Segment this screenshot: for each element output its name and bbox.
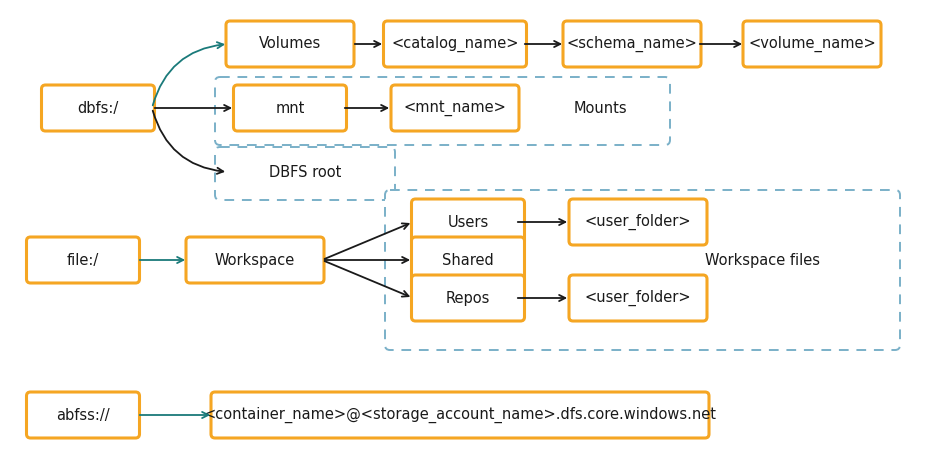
Text: abfss://: abfss:// xyxy=(56,408,110,422)
FancyBboxPatch shape xyxy=(391,85,519,131)
Text: <catalog_name>: <catalog_name> xyxy=(391,36,518,52)
Text: <schema_name>: <schema_name> xyxy=(566,36,697,52)
FancyBboxPatch shape xyxy=(214,147,394,200)
Text: mnt: mnt xyxy=(275,100,304,115)
FancyBboxPatch shape xyxy=(214,77,669,145)
Text: <user_folder>: <user_folder> xyxy=(584,214,690,230)
FancyBboxPatch shape xyxy=(568,275,706,321)
Text: Workspace: Workspace xyxy=(214,253,295,268)
FancyBboxPatch shape xyxy=(411,237,524,283)
FancyBboxPatch shape xyxy=(384,190,899,350)
Text: Shared: Shared xyxy=(442,253,494,268)
FancyBboxPatch shape xyxy=(226,21,354,67)
Text: file:/: file:/ xyxy=(67,253,99,268)
FancyBboxPatch shape xyxy=(383,21,526,67)
FancyBboxPatch shape xyxy=(568,199,706,245)
FancyBboxPatch shape xyxy=(42,85,154,131)
FancyBboxPatch shape xyxy=(742,21,880,67)
FancyBboxPatch shape xyxy=(186,237,324,283)
FancyBboxPatch shape xyxy=(27,237,139,283)
Text: <volume_name>: <volume_name> xyxy=(747,36,875,52)
FancyBboxPatch shape xyxy=(27,392,139,438)
FancyBboxPatch shape xyxy=(411,199,524,245)
Text: <user_folder>: <user_folder> xyxy=(584,290,690,306)
FancyBboxPatch shape xyxy=(233,85,346,131)
Text: Mounts: Mounts xyxy=(573,100,626,115)
Text: Repos: Repos xyxy=(445,290,490,306)
Text: <mnt_name>: <mnt_name> xyxy=(403,100,506,116)
FancyBboxPatch shape xyxy=(211,392,708,438)
Text: dbfs:/: dbfs:/ xyxy=(77,100,119,115)
FancyBboxPatch shape xyxy=(411,275,524,321)
Text: <container_name>@<storage_account_name>.dfs.core.windows.net: <container_name>@<storage_account_name>.… xyxy=(203,407,715,423)
Text: Volumes: Volumes xyxy=(259,36,321,52)
Text: Workspace files: Workspace files xyxy=(704,253,819,268)
Text: DBFS root: DBFS root xyxy=(268,165,341,179)
FancyBboxPatch shape xyxy=(562,21,701,67)
Text: Users: Users xyxy=(447,214,488,229)
